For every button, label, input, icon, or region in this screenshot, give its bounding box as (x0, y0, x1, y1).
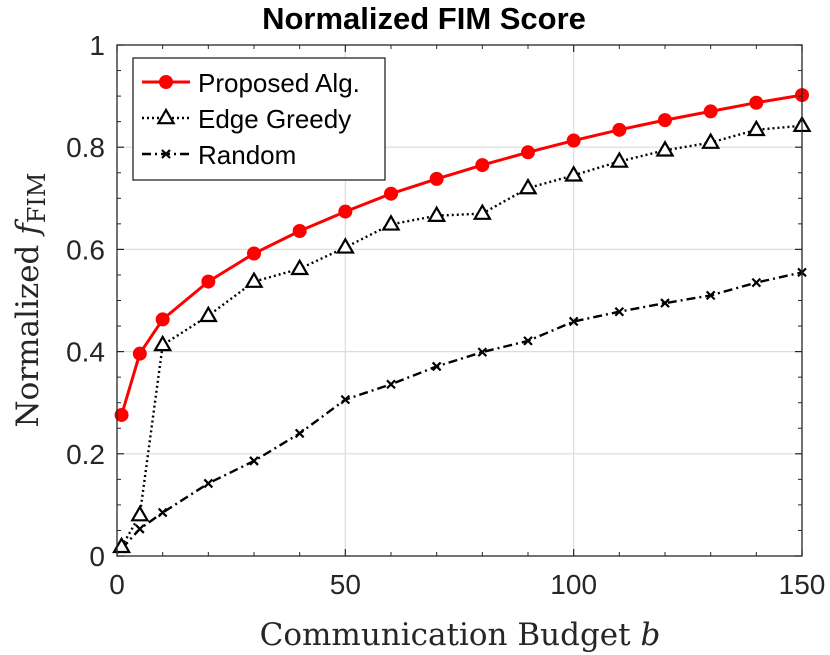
data-point-random (294, 428, 305, 439)
data-point-edge-greedy (518, 177, 538, 195)
data-point-random (614, 306, 625, 317)
data-point-random (660, 298, 670, 308)
legend-marker-random (161, 149, 171, 159)
x-tick-label: 0 (109, 569, 125, 600)
data-point-random (249, 456, 259, 466)
y-tick-label: 0 (89, 541, 105, 572)
x-axis-label: Communication Budget b (260, 617, 661, 653)
series-line-edge-greedy (120, 124, 803, 548)
data-point-edge-greedy (335, 237, 355, 254)
y-axis-label-subscript: FIM (23, 173, 51, 224)
y-tick-label: 0.2 (66, 439, 105, 470)
series-edge-greedy (112, 115, 812, 554)
legend-label-random: Random (198, 140, 296, 170)
data-point-proposed (475, 158, 490, 173)
legend-sample-random (142, 149, 190, 159)
data-point-proposed (155, 312, 170, 327)
x-tick-label: 100 (550, 569, 597, 600)
data-point-random (568, 316, 579, 327)
data-point-edge-greedy (609, 151, 629, 168)
y-tick-label: 1 (89, 30, 105, 61)
data-point-proposed (566, 133, 581, 148)
series-layer (112, 88, 812, 554)
data-point-proposed (658, 113, 672, 128)
legend-sample-proposed (142, 75, 190, 89)
data-point-edge-greedy (427, 205, 447, 222)
legend-label-proposed: Proposed Alg. (198, 68, 360, 98)
data-point-edge-greedy (701, 132, 721, 149)
data-point-proposed (114, 407, 129, 422)
ticks: 0 50 100 150 0 0.2 0.4 0.6 0.8 1 (66, 30, 825, 600)
data-point-proposed (749, 95, 764, 110)
data-point-proposed (247, 246, 261, 261)
data-point-random (477, 347, 488, 357)
data-point-edge-greedy (655, 140, 675, 157)
series-proposed (114, 88, 809, 422)
y-tick-label: 0.8 (66, 132, 105, 163)
legend-marker-edge-greedy (156, 107, 176, 125)
data-point-random (135, 524, 145, 534)
x-axis-label-text: Communication Budget (260, 617, 631, 653)
y-tick-label: 0.4 (66, 337, 105, 368)
data-point-proposed (429, 171, 444, 186)
data-point-proposed (201, 274, 216, 289)
data-point-edge-greedy (746, 119, 766, 137)
x-tick-label: 50 (330, 569, 361, 600)
data-point-proposed (521, 145, 535, 160)
legend-label-edge-greedy: Edge Greedy (198, 104, 351, 134)
data-point-edge-greedy (130, 504, 150, 522)
legend: Proposed Alg. Edge Greedy Random (132, 57, 386, 181)
data-point-edge-greedy (112, 536, 132, 554)
data-point-random (203, 478, 214, 489)
data-point-proposed (612, 122, 627, 137)
data-point-edge-greedy (381, 214, 401, 231)
data-point-proposed (703, 104, 718, 119)
data-point-proposed (292, 224, 307, 239)
x-axis-label-variable: b (640, 617, 660, 653)
data-point-random (523, 336, 533, 346)
data-point-proposed (338, 204, 353, 219)
x-tick-label: 150 (779, 569, 826, 600)
data-point-edge-greedy (290, 258, 310, 276)
data-point-proposed (132, 346, 147, 361)
y-tick-label: 0.6 (66, 234, 105, 265)
y-axis-label: Normalized fFIM (10, 173, 51, 428)
y-axis-label-text: Normalized (10, 245, 46, 428)
legend-sample-edge-greedy (142, 107, 190, 125)
data-point-random (157, 507, 168, 518)
data-point-random (431, 361, 442, 372)
data-point-edge-greedy (564, 165, 584, 182)
legend-marker-proposed (159, 75, 173, 89)
data-point-random (386, 379, 396, 390)
data-point-edge-greedy (153, 334, 173, 352)
data-point-random (751, 277, 762, 288)
chart-title: Normalized FIM Score (262, 1, 586, 36)
data-point-random (340, 394, 351, 405)
data-point-edge-greedy (198, 305, 218, 323)
data-point-random (705, 290, 716, 301)
data-point-edge-greedy (244, 271, 264, 288)
data-point-edge-greedy (472, 203, 492, 220)
data-point-proposed (384, 186, 398, 201)
legend-box (132, 57, 386, 181)
